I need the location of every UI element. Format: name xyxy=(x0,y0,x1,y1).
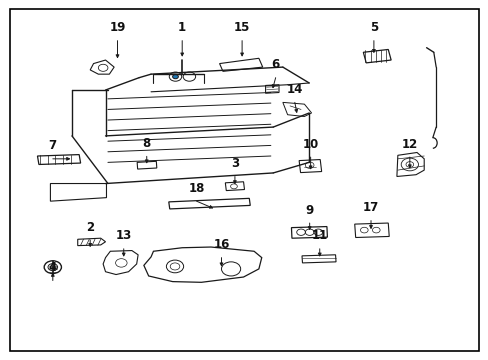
Text: 1: 1 xyxy=(178,21,186,34)
Text: 6: 6 xyxy=(271,58,279,71)
Text: 7: 7 xyxy=(49,139,57,153)
Text: 11: 11 xyxy=(311,229,327,242)
Text: 9: 9 xyxy=(305,204,313,217)
Text: 19: 19 xyxy=(109,21,125,34)
Text: 5: 5 xyxy=(369,21,377,34)
Text: 2: 2 xyxy=(86,221,94,234)
Text: 12: 12 xyxy=(401,138,417,151)
Text: 18: 18 xyxy=(188,182,204,195)
Text: 14: 14 xyxy=(286,83,303,96)
Text: 3: 3 xyxy=(230,157,239,170)
Text: 17: 17 xyxy=(362,201,378,214)
Text: 13: 13 xyxy=(115,229,132,242)
Text: 16: 16 xyxy=(213,238,229,251)
Text: 15: 15 xyxy=(233,21,250,34)
Text: 4: 4 xyxy=(49,261,57,274)
Circle shape xyxy=(172,75,178,79)
Text: 10: 10 xyxy=(302,138,318,151)
Text: 8: 8 xyxy=(142,137,151,150)
